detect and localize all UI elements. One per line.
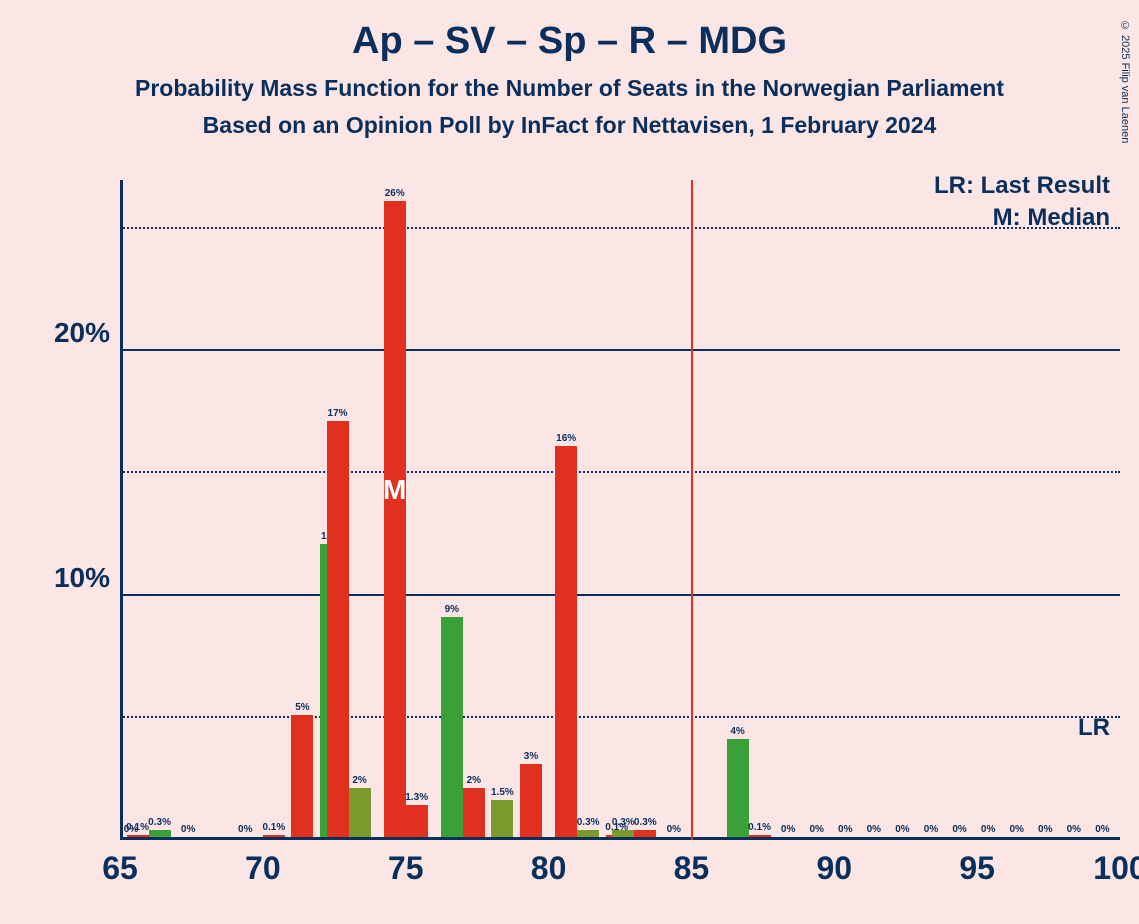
bar: 1.3%	[406, 805, 428, 837]
bar-value-label: 0.3%	[612, 817, 635, 828]
bar-value-label: 9%	[445, 604, 459, 615]
bar-value-label: 0%	[838, 824, 852, 835]
copyright-text: © 2025 Filip van Laenen	[1119, 20, 1131, 143]
bar-value-label: 2%	[352, 775, 366, 786]
chart-subtitle-2: Based on an Opinion Poll by InFact for N…	[0, 112, 1139, 139]
bar: 0.3%	[577, 830, 599, 837]
bar: 2%	[349, 788, 371, 837]
bar-value-label: 0.1%	[126, 822, 149, 833]
bar-value-label: 0.3%	[577, 817, 600, 828]
x-tick-label: 90	[816, 850, 852, 887]
last-result-line	[691, 180, 693, 840]
bar-value-label: 0.1%	[748, 822, 771, 833]
x-tick-label: 100	[1093, 850, 1139, 887]
bar: 16%	[555, 446, 577, 837]
bar: 0.1%	[749, 835, 771, 837]
bar-value-label: 0%	[238, 824, 252, 835]
y-gridline	[120, 227, 1120, 229]
plot-area: 10%20%65707580859095100LR0%0.1%0.3%0%0%0…	[120, 180, 1120, 840]
y-axis	[120, 180, 123, 840]
title-block: Ap – SV – Sp – R – MDG Probability Mass …	[0, 0, 1139, 139]
bar-value-label: 0%	[1095, 824, 1109, 835]
bar-value-label: 0.1%	[262, 822, 285, 833]
bar-value-label: 0%	[924, 824, 938, 835]
bar: 5%	[291, 715, 313, 837]
median-marker: M	[383, 474, 406, 506]
y-tick-label: 10%	[54, 562, 110, 594]
x-tick-label: 85	[674, 850, 710, 887]
bar-value-label: 1.3%	[405, 792, 428, 803]
bar: 0.1%	[127, 835, 149, 837]
bar-value-label: 0%	[867, 824, 881, 835]
bar: 0.3%	[612, 830, 634, 837]
y-gridline	[120, 594, 1120, 596]
chart-area: 10%20%65707580859095100LR0%0.1%0.3%0%0%0…	[120, 180, 1120, 840]
legend-lr: LR: Last Result	[934, 172, 1110, 200]
y-gridline	[120, 471, 1120, 473]
x-tick-label: 80	[531, 850, 567, 887]
bar-value-label: 0%	[1009, 824, 1023, 835]
bar-value-label: 4%	[730, 726, 744, 737]
chart-subtitle-1: Probability Mass Function for the Number…	[0, 75, 1139, 102]
bar-value-label: 0%	[1038, 824, 1052, 835]
chart-title: Ap – SV – Sp – R – MDG	[0, 20, 1139, 63]
bar-value-label: 17%	[328, 408, 348, 419]
bar-value-label: 0%	[809, 824, 823, 835]
x-tick-label: 70	[245, 850, 281, 887]
y-tick-label: 20%	[54, 317, 110, 349]
bar-value-label: 0%	[781, 824, 795, 835]
y-gridline	[120, 716, 1120, 718]
bar: 2%	[463, 788, 485, 837]
bar: 26%	[384, 201, 406, 837]
x-tick-label: 65	[102, 850, 138, 887]
bar-value-label: 0%	[895, 824, 909, 835]
y-gridline	[120, 349, 1120, 351]
x-tick-label: 75	[388, 850, 424, 887]
bar-value-label: 0%	[667, 824, 681, 835]
bar-value-label: 0.3%	[634, 817, 657, 828]
x-axis	[120, 837, 1120, 840]
x-tick-label: 95	[959, 850, 995, 887]
bar: 0.3%	[634, 830, 656, 837]
bar-value-label: 2%	[467, 775, 481, 786]
lr-axis-label: LR	[1078, 714, 1110, 742]
bar: 0.1%	[263, 835, 285, 837]
bar-value-label: 0%	[181, 824, 195, 835]
bar: 1.5%	[491, 800, 513, 837]
bar-value-label: 0%	[952, 824, 966, 835]
bar: 3%	[520, 764, 542, 837]
bar-value-label: 0%	[981, 824, 995, 835]
bar: 4%	[727, 739, 749, 837]
bar: 17%	[327, 421, 349, 837]
bar-value-label: 5%	[295, 702, 309, 713]
bar-value-label: 16%	[556, 433, 576, 444]
bar-value-label: 26%	[385, 188, 405, 199]
bar-value-label: 0.3%	[148, 817, 171, 828]
bar-value-label: 1.5%	[491, 787, 514, 798]
legend-m: M: Median	[993, 204, 1110, 232]
bar: 9%	[441, 617, 463, 837]
bar-value-label: 0%	[1067, 824, 1081, 835]
bar-value-label: 3%	[524, 751, 538, 762]
bar: 0.3%	[149, 830, 171, 837]
